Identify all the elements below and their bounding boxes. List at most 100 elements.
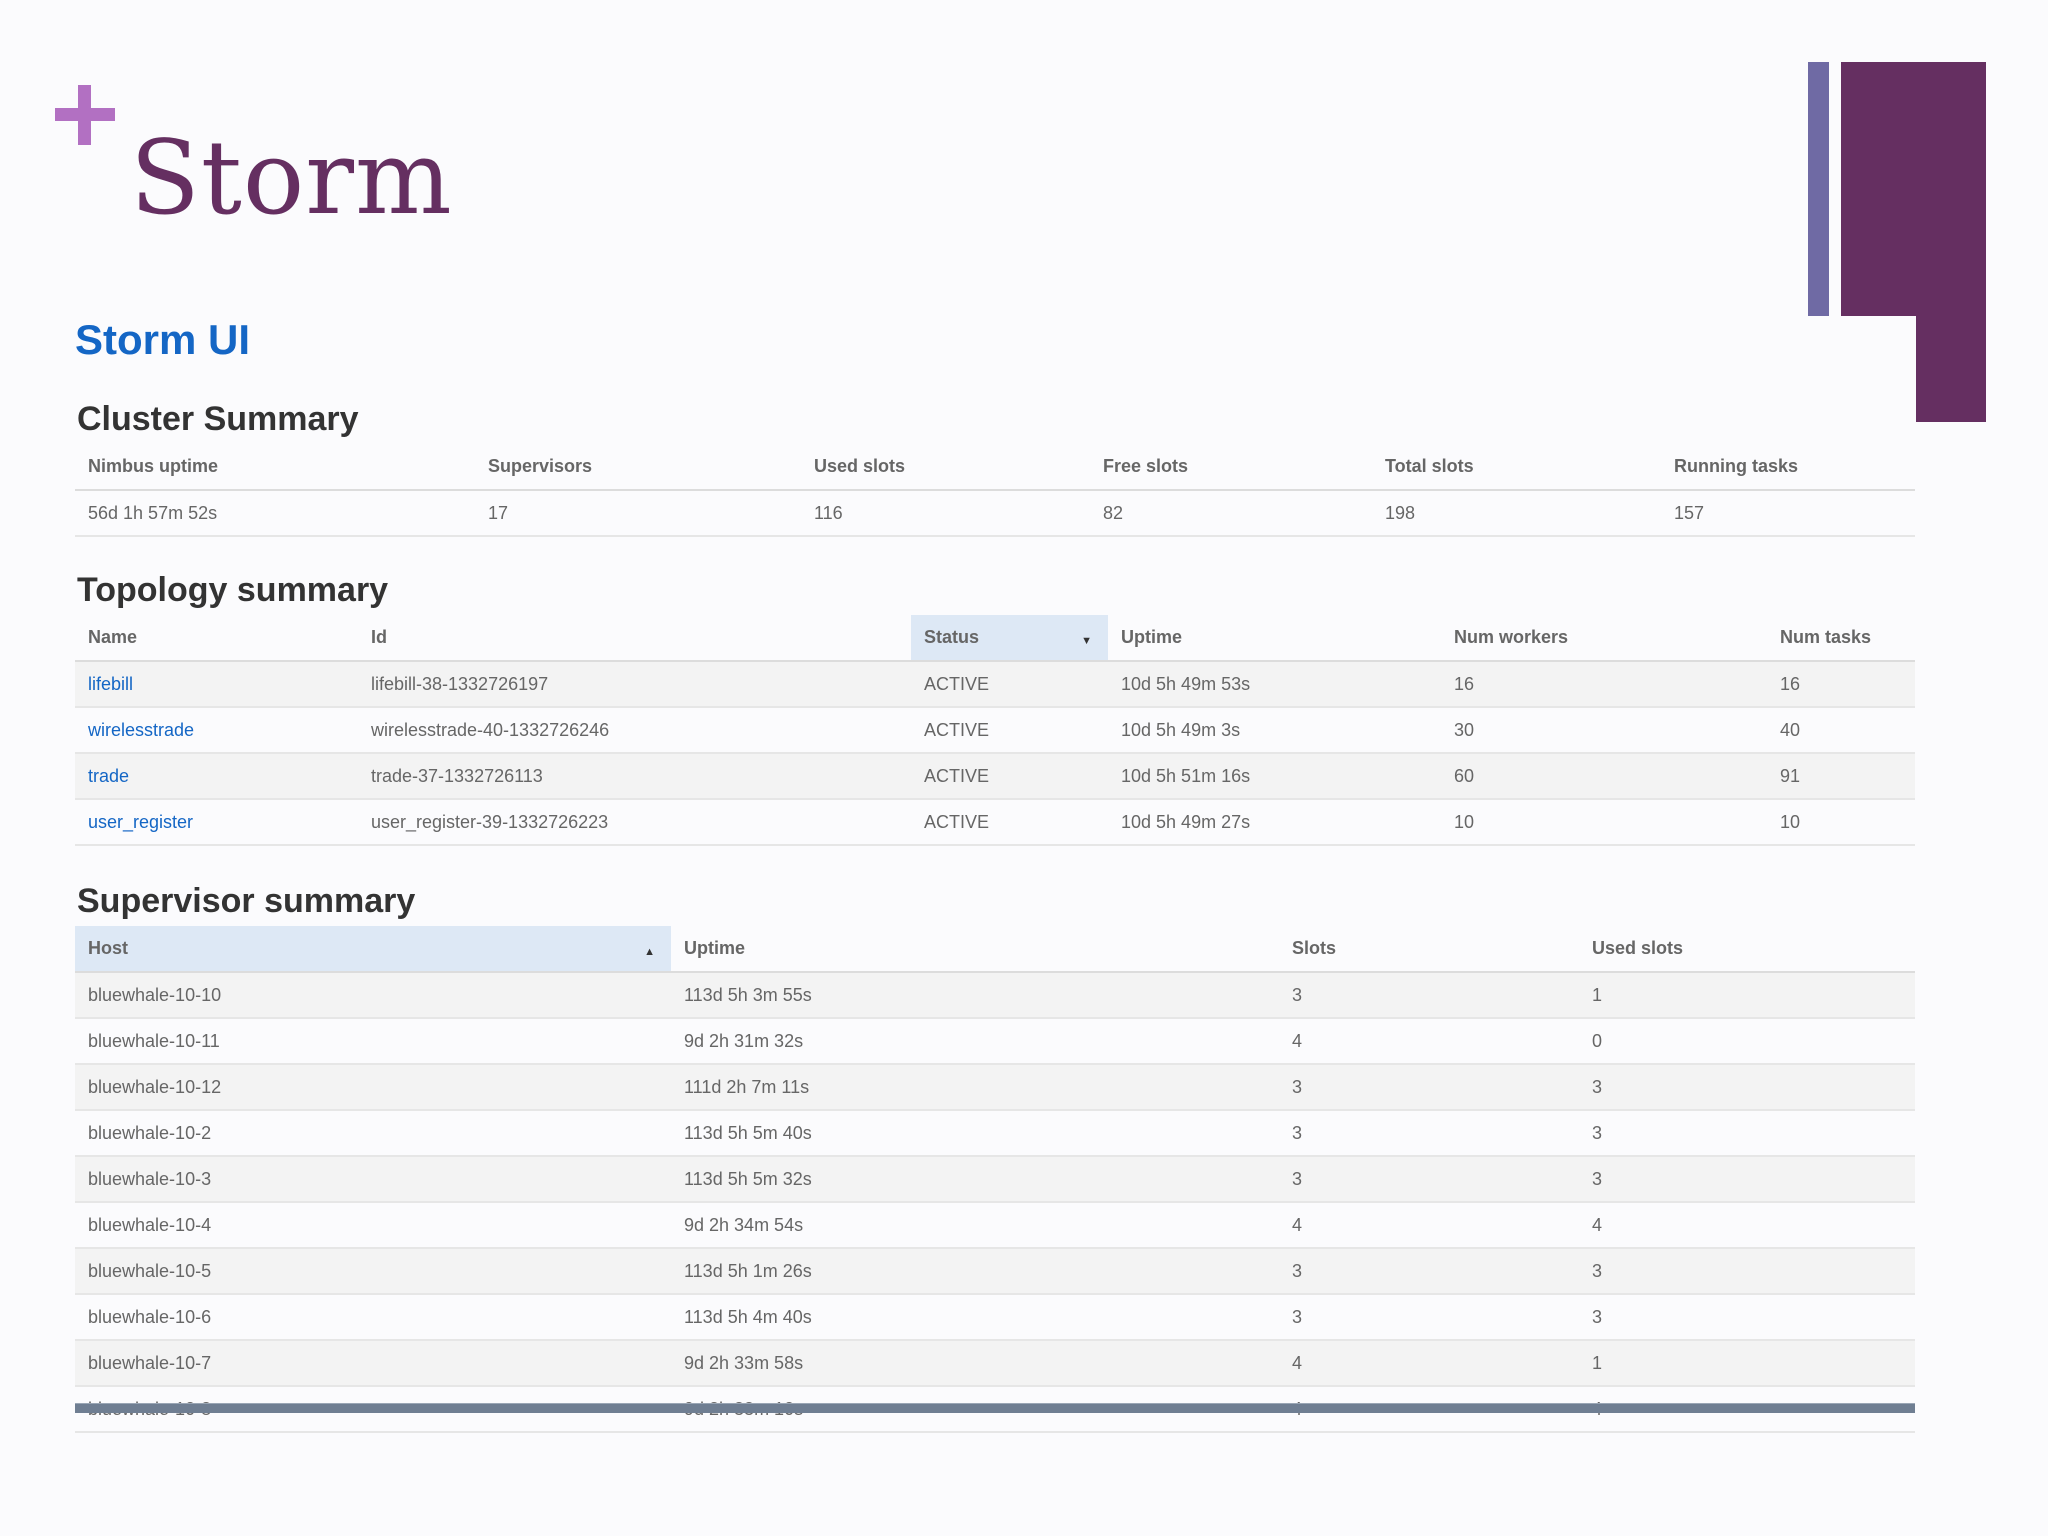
used-slots-cell: 3 [1579, 1294, 1915, 1341]
slots-cell: 3 [1279, 1248, 1579, 1295]
table-row: bluewhale-10-3 113d 5h 5m 32s 3 3 [75, 1156, 1915, 1203]
column-header[interactable]: Name [75, 615, 358, 662]
used-slots-cell: 4 [1579, 1202, 1915, 1249]
plus-icon [55, 85, 115, 145]
topology-name-cell: wirelesstrade [75, 707, 358, 754]
used-slots-cell: 116 [801, 490, 1090, 537]
topology-uptime-cell: 10d 5h 51m 16s [1108, 753, 1441, 800]
slots-cell: 3 [1279, 1064, 1579, 1111]
running-tasks-cell: 157 [1661, 490, 1915, 537]
sort-ascending-icon: ▲ [644, 946, 655, 958]
topology-uptime-cell: 10d 5h 49m 3s [1108, 707, 1441, 754]
supervisor-summary-table: Host ▲ Uptime Slots Used slots bluewhale-… [75, 926, 1915, 1433]
uptime-cell: 113d 5h 1m 26s [671, 1248, 1279, 1295]
column-header-sorted[interactable]: Status ▼ [911, 615, 1108, 662]
column-header[interactable]: Total slots [1372, 444, 1661, 491]
uptime-cell: 9d 2h 33m 58s [671, 1340, 1279, 1387]
host-cell: bluewhale-10-2 [75, 1110, 671, 1157]
topology-summary-title: Topology summary [77, 571, 389, 609]
column-header[interactable]: Id [358, 615, 911, 662]
table-header-row: Host ▲ Uptime Slots Used slots [75, 926, 1915, 973]
column-header[interactable]: Supervisors [475, 444, 801, 491]
table-row: bluewhale-10-6 113d 5h 4m 40s 3 3 [75, 1294, 1915, 1341]
supervisor-summary-title: Supervisor summary [77, 882, 416, 920]
topology-status-cell: ACTIVE [911, 753, 1108, 800]
uptime-cell: 113d 5h 5m 40s [671, 1110, 1279, 1157]
column-header[interactable]: Free slots [1090, 444, 1372, 491]
topology-workers-cell: 16 [1441, 661, 1767, 708]
column-header[interactable]: Num tasks [1767, 615, 1915, 662]
slide-title: Storm [130, 119, 453, 238]
table-row: 56d 1h 57m 52s 17 116 82 198 157 [75, 490, 1915, 537]
column-header-sorted[interactable]: Host ▲ [75, 926, 671, 973]
table-header-row: Name Id Status ▼ Uptime Num workers Num t… [75, 615, 1915, 662]
slots-cell: 4 [1279, 1018, 1579, 1065]
topology-status-cell: ACTIVE [911, 707, 1108, 754]
supervisor-table-viewport: Host ▲ Uptime Slots Used slots bluewhale-… [75, 926, 1915, 1449]
topology-summary-table: Name Id Status ▼ Uptime Num workers Num t… [75, 615, 1915, 846]
sort-descending-icon: ▼ [1081, 635, 1092, 647]
used-slots-cell: 3 [1579, 1110, 1915, 1157]
host-cell: bluewhale-10-10 [75, 972, 671, 1019]
slots-cell: 3 [1279, 1156, 1579, 1203]
slots-cell: 3 [1279, 1294, 1579, 1341]
os-taskbar[interactable] [75, 1403, 1915, 1413]
column-header[interactable]: Num workers [1441, 615, 1767, 662]
cluster-summary-table: Nimbus uptime Supervisors Used slots Fre… [75, 444, 1915, 537]
topology-tasks-cell: 40 [1767, 707, 1915, 754]
column-header[interactable]: Uptime [671, 926, 1279, 973]
table-row: wirelesstrade wirelesstrade-40-133272624… [75, 707, 1915, 754]
topology-id-cell: lifebill-38-1332726197 [358, 661, 911, 708]
topology-link[interactable]: user_register [88, 811, 194, 832]
host-cell: bluewhale-10-12 [75, 1064, 671, 1111]
uptime-cell: 9d 2h 34m 54s [671, 1202, 1279, 1249]
table-row: bluewhale-10-10 113d 5h 3m 55s 3 1 [75, 972, 1915, 1019]
topology-id-cell: wirelesstrade-40-1332726246 [358, 707, 911, 754]
used-slots-cell: 3 [1579, 1156, 1915, 1203]
column-header[interactable]: Used slots [801, 444, 1090, 491]
decorative-bar-tail [1916, 316, 1986, 422]
uptime-cell: 113d 5h 4m 40s [671, 1294, 1279, 1341]
uptime-cell: 113d 5h 3m 55s [671, 972, 1279, 1019]
topology-workers-cell: 10 [1441, 799, 1767, 846]
uptime-cell: 113d 5h 5m 32s [671, 1156, 1279, 1203]
table-row: bluewhale-10-5 113d 5h 1m 26s 3 3 [75, 1248, 1915, 1295]
column-header[interactable]: Used slots [1579, 926, 1915, 973]
used-slots-cell: 1 [1579, 1340, 1915, 1387]
topology-status-cell: ACTIVE [911, 799, 1108, 846]
slots-cell: 3 [1279, 972, 1579, 1019]
topology-tasks-cell: 91 [1767, 753, 1915, 800]
storm-ui-screenshot: Storm UI Cluster Summary Nimbus uptime S… [75, 300, 1915, 1449]
topology-uptime-cell: 10d 5h 49m 53s [1108, 661, 1441, 708]
host-cell: bluewhale-10-6 [75, 1294, 671, 1341]
topology-workers-cell: 30 [1441, 707, 1767, 754]
column-header-label: Host [88, 938, 128, 958]
topology-link[interactable]: lifebill [88, 673, 134, 694]
table-row: bluewhale-10-2 113d 5h 5m 40s 3 3 [75, 1110, 1915, 1157]
used-slots-cell: 3 [1579, 1064, 1915, 1111]
slots-cell: 4 [1279, 1340, 1579, 1387]
column-header[interactable]: Slots [1279, 926, 1579, 973]
topology-id-cell: trade-37-1332726113 [358, 753, 911, 800]
topology-tasks-cell: 16 [1767, 661, 1915, 708]
column-header[interactable]: Running tasks [1661, 444, 1915, 491]
topology-link[interactable]: trade [88, 765, 130, 786]
table-row: bluewhale-10-4 9d 2h 34m 54s 4 4 [75, 1202, 1915, 1249]
used-slots-cell: 1 [1579, 972, 1915, 1019]
host-cell: bluewhale-10-4 [75, 1202, 671, 1249]
table-row: user_register user_register-39-133272622… [75, 799, 1915, 846]
topology-link[interactable]: wirelesstrade [88, 719, 195, 740]
table-row: trade trade-37-1332726113 ACTIVE 10d 5h … [75, 753, 1915, 800]
column-header-label: Status [924, 627, 980, 647]
supervisors-cell: 17 [475, 490, 801, 537]
host-cell: bluewhale-10-3 [75, 1156, 671, 1203]
topology-id-cell: user_register-39-1332726223 [358, 799, 911, 846]
column-header[interactable]: Nimbus uptime [75, 444, 475, 491]
cluster-summary-title: Cluster Summary [77, 400, 359, 438]
topology-uptime-cell: 10d 5h 49m 27s [1108, 799, 1441, 846]
slots-cell: 4 [1279, 1202, 1579, 1249]
column-header[interactable]: Uptime [1108, 615, 1441, 662]
table-row: bluewhale-10-7 9d 2h 33m 58s 4 1 [75, 1340, 1915, 1387]
uptime-cell: 9d 2h 31m 32s [671, 1018, 1279, 1065]
topology-name-cell: trade [75, 753, 358, 800]
